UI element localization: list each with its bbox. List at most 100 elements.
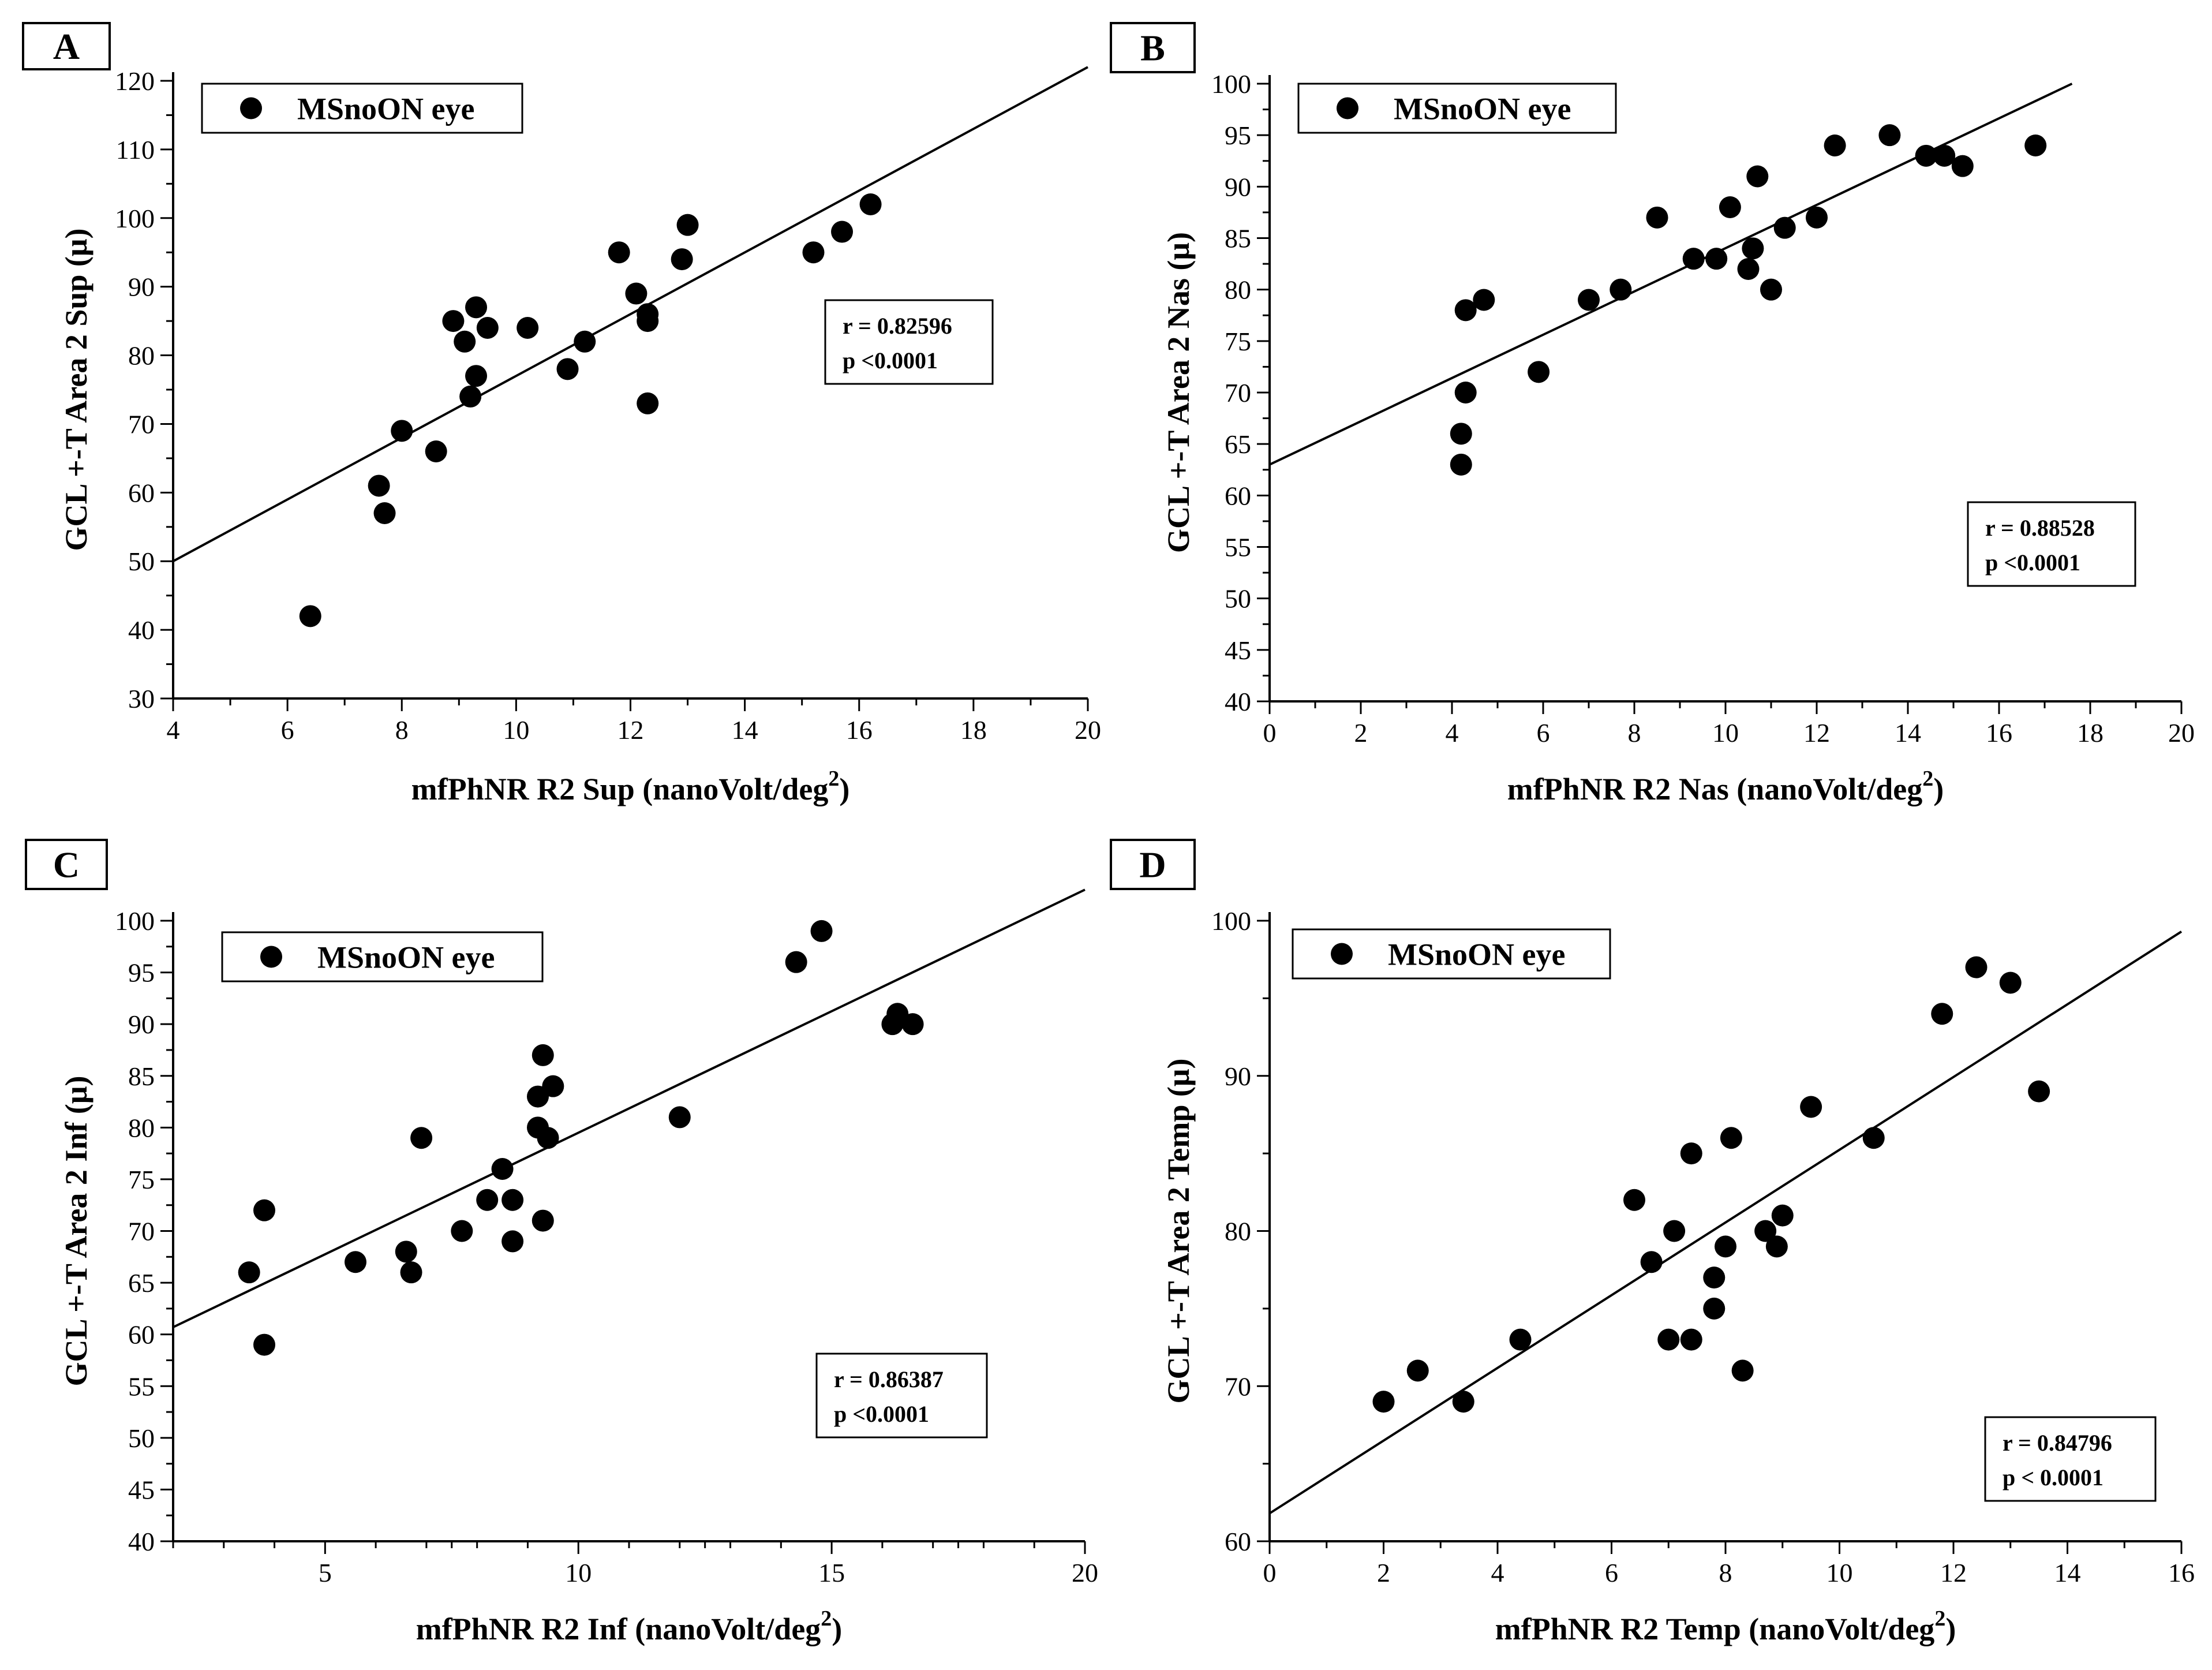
- data-point: [368, 475, 390, 497]
- stat-r-value: r = 0.82596: [843, 313, 952, 339]
- panel-label: C: [53, 845, 80, 886]
- data-point: [1454, 382, 1477, 404]
- data-point: [901, 1013, 924, 1036]
- x-tick-label: 16: [846, 715, 873, 745]
- x-axis-label-main: mfPhNR R2 Inf (nanoVolt/deg: [416, 1612, 821, 1646]
- x-tick-label: 16: [1986, 718, 2012, 748]
- x-axis-label-main: mfPhNR R2 Sup (nanoVolt/deg: [411, 772, 829, 806]
- legend-marker: [1337, 97, 1358, 119]
- data-point: [451, 1220, 473, 1242]
- data-point: [831, 221, 854, 243]
- y-tick-label: 90: [1225, 172, 1251, 201]
- data-point: [1663, 1220, 1686, 1242]
- data-point: [802, 241, 825, 264]
- legend-label: MSnoON eye: [1388, 937, 1565, 972]
- data-point: [1640, 1251, 1663, 1273]
- y-tick-label: 55: [128, 1372, 155, 1401]
- x-tick-label: 12: [617, 715, 644, 745]
- data-point: [1703, 1297, 1726, 1320]
- y-tick-label: 75: [1225, 327, 1251, 356]
- stats-box: [815, 1353, 988, 1439]
- data-point: [516, 317, 539, 339]
- y-tick-label: 95: [1225, 121, 1251, 150]
- data-point: [1951, 155, 1974, 177]
- stats-box: [1967, 501, 2136, 587]
- data-point: [1771, 1204, 1794, 1227]
- x-tick-label: 2: [1377, 1558, 1390, 1587]
- y-tick-label: 90: [128, 1010, 155, 1039]
- data-point: [1528, 361, 1550, 383]
- data-point: [532, 1209, 554, 1232]
- y-tick-label: 85: [128, 1062, 155, 1091]
- x-tick-label: 20: [1072, 1558, 1098, 1587]
- y-tick-label: 60: [1225, 481, 1251, 510]
- x-tick-label: 20: [1075, 715, 1101, 745]
- legend-label: MSnoON eye: [317, 940, 495, 975]
- stats-box: [1984, 1416, 2157, 1502]
- data-point: [556, 358, 579, 380]
- data-point: [454, 330, 476, 353]
- x-axis-label-tail: ): [832, 1612, 842, 1646]
- data-point: [1680, 1328, 1702, 1351]
- x-tick-label: 8: [1719, 1558, 1732, 1587]
- data-point: [574, 330, 596, 353]
- data-point: [1623, 1189, 1645, 1211]
- regression-line: [173, 888, 1086, 1328]
- data-point: [253, 1199, 275, 1221]
- y-tick-label: 50: [1225, 584, 1251, 614]
- panel-label: A: [53, 26, 80, 67]
- panel-a: 4 6 8 10 12 14 16 18 20 30 40 50 60 70 80 90 100 110 120 A M…: [22, 22, 1101, 806]
- data-point: [425, 440, 447, 462]
- x-tick-label: 10: [565, 1558, 592, 1587]
- data-point: [476, 1189, 499, 1211]
- data-point: [676, 214, 699, 236]
- x-axis-label-superscript: 2: [821, 1607, 832, 1631]
- data-point: [785, 951, 807, 973]
- data-point: [537, 1127, 559, 1149]
- stat-p-value: p <0.0001: [834, 1401, 929, 1427]
- data-point: [1915, 144, 1937, 167]
- x-tick-label: 2: [1354, 718, 1368, 748]
- x-tick-label: 18: [2077, 718, 2104, 748]
- data-point: [1406, 1359, 1429, 1382]
- data-point: [1454, 299, 1477, 322]
- data-point: [465, 365, 488, 387]
- stat-r-value: r = 0.84796: [2003, 1430, 2112, 1456]
- data-point: [1509, 1328, 1532, 1351]
- data-point: [1746, 165, 1769, 188]
- panel-b: 0 2 4 6 8 10 12 14 16 18 20 40 45 50 55 60 65 70 75 80 85 90 9…: [1110, 22, 2195, 806]
- y-tick-label: 75: [128, 1165, 155, 1194]
- x-axis-label: mfPhNR R2 Inf (nanoVolt/deg2): [416, 1607, 843, 1646]
- data-point: [532, 1044, 554, 1066]
- panel-label-box: [22, 22, 111, 70]
- y-tick-label: 70: [1225, 1372, 1251, 1401]
- data-point: [491, 1158, 514, 1180]
- data-point: [442, 310, 465, 332]
- legend-marker: [1331, 943, 1353, 965]
- data-point: [2028, 1080, 2050, 1103]
- x-tick-label: 16: [2168, 1558, 2195, 1587]
- stat-r-value: r = 0.88528: [1985, 515, 2095, 541]
- data-point: [637, 303, 659, 326]
- stat-r-value: r = 0.86387: [834, 1366, 944, 1392]
- x-tick-label: 10: [1827, 1558, 1853, 1587]
- x-axis-label-tail: ): [1933, 772, 1944, 806]
- regression-line: [1268, 931, 2183, 1515]
- y-axis-label: GCL +-T Area 2 Nas (μ): [1161, 232, 1196, 553]
- panel-label: B: [1140, 28, 1165, 69]
- x-tick-label: 14: [1895, 718, 1921, 748]
- y-tick-label: 50: [128, 547, 155, 576]
- data-point: [637, 392, 659, 414]
- y-tick-label: 40: [1225, 687, 1251, 716]
- x-axis-label-main: mfPhNR R2 Nas (nanoVolt/deg: [1507, 772, 1923, 806]
- y-axis-label: GCL +-T Area 2 Inf (μ): [59, 1076, 93, 1387]
- stats-box: [824, 299, 994, 385]
- data-point: [1705, 248, 1728, 270]
- data-point: [391, 420, 413, 442]
- data-point: [395, 1241, 417, 1263]
- x-tick-label: 5: [319, 1558, 332, 1587]
- data-point: [2024, 135, 2047, 156]
- data-point: [465, 296, 488, 319]
- x-axis-label: mfPhNR R2 Sup (nanoVolt/deg2): [411, 767, 850, 806]
